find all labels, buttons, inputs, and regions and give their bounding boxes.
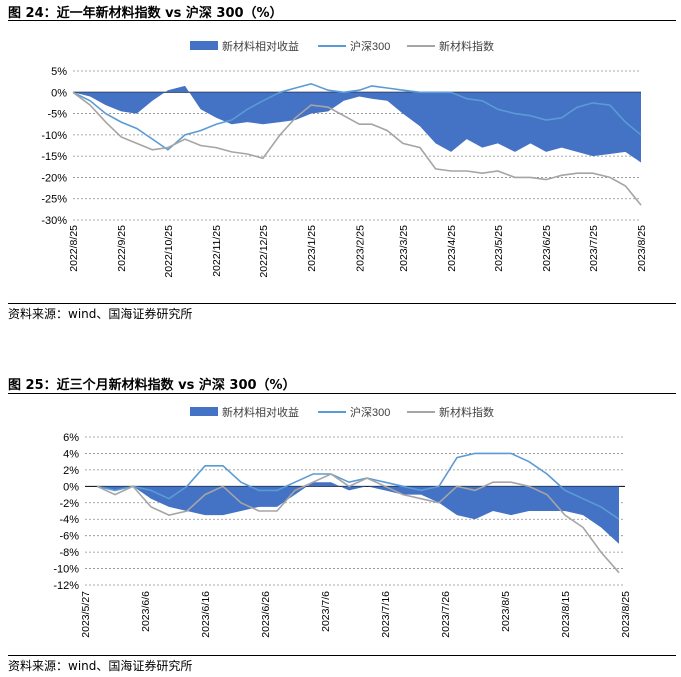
title-rule (8, 20, 676, 21)
x-tick-label: 2023/7/26 (440, 591, 452, 638)
y-tick-label: 2% (63, 465, 79, 477)
x-tick-label: 2023/8/5 (500, 591, 512, 632)
legend-label: 新材料相对收益 (222, 39, 299, 53)
x-tick-label: 2023/1/25 (306, 225, 318, 272)
x-tick-label: 2022/8/25 (68, 225, 80, 272)
chart-one-year: 新材料相对收益 沪深300 新材料指数 5% 0% -5% -10% -15% -20% -25%… (41, 39, 648, 278)
x-tick-label: 2023/8/25 (620, 591, 632, 638)
y-tick-label: -12% (53, 580, 79, 592)
x-tick-label: 2023/4/25 (446, 225, 458, 272)
y-tick-label: 0% (63, 481, 79, 493)
legend-label: 沪深300 (350, 405, 390, 419)
y-tick-label: -8% (59, 547, 79, 559)
x-tick-label: 2023/7/25 (588, 225, 600, 272)
series-line-hs300 (72, 82, 642, 151)
x-tick-label: 2023/2/25 (354, 225, 366, 272)
x-tick-label: 2023/7/6 (320, 591, 332, 632)
x-tick-label: 2022/9/25 (116, 225, 128, 272)
y-tick-label: 5% (51, 66, 67, 78)
series-line-index (72, 91, 642, 206)
legend-label: 新材料指数 (439, 39, 494, 53)
y-tick-label: 0% (51, 87, 67, 99)
y-tick-label: -6% (59, 531, 79, 543)
series-line-hs300 (96, 452, 620, 520)
y-tick-label: -4% (59, 514, 79, 526)
x-tick-label: 2023/8/25 (636, 225, 648, 272)
legend-label: 新材料指数 (439, 405, 494, 419)
source-rule (8, 655, 676, 656)
x-tick-label: 2023/7/16 (380, 591, 392, 638)
y-tick-label: -10% (53, 564, 79, 576)
legend-swatch-excess (190, 41, 218, 50)
y-tick-label: -5% (47, 109, 67, 121)
x-tick-label: 2023/5/25 (493, 225, 505, 272)
y-tick-label: -30% (41, 215, 67, 227)
x-tick-label: 2023/6/26 (260, 591, 272, 638)
series-area-excess (73, 85, 641, 163)
x-tick-label: 2023/8/15 (560, 591, 572, 638)
y-tick-label: 4% (63, 448, 79, 460)
title-rule (8, 393, 676, 394)
y-tick-label: -25% (41, 194, 67, 206)
legend-label: 新材料相对收益 (222, 405, 299, 419)
x-tick-label: 2022/11/25 (211, 225, 223, 277)
x-tick-label: 2023/6/25 (541, 225, 553, 272)
x-tick-label: 2023/3/25 (398, 225, 410, 272)
y-tick-label: 6% (63, 432, 79, 444)
x-tick-label: 2023/6/16 (200, 591, 212, 638)
chart-three-month: 新材料相对收益 沪深300 新材料指数 6% 4% 2% 0% -2% -4% -6% -8% -10… (53, 405, 632, 638)
figure-title: 图 25：近三个月新材料指数 vs 沪深 300（%） (8, 378, 296, 393)
x-tick-label: 2022/10/25 (163, 225, 175, 278)
x-tick-label: 2023/5/27 (80, 591, 92, 638)
x-tick-label: 2022/12/25 (258, 225, 270, 278)
legend-swatch-excess (190, 407, 218, 416)
series-area-excess (97, 482, 619, 544)
y-tick-label: -15% (41, 151, 67, 163)
y-tick-label: -20% (41, 172, 67, 184)
figure-title: 图 24：近一年新材料指数 vs 沪深 300（%） (8, 6, 283, 21)
series-line-index (96, 473, 620, 574)
y-tick-label: -2% (59, 498, 79, 510)
x-tick-label: 2023/6/6 (140, 591, 152, 632)
source-note: 资料来源：wind、国海证券研究所 (8, 659, 193, 673)
y-tick-label: -10% (41, 130, 67, 142)
legend-label: 沪深300 (350, 39, 390, 53)
source-note: 资料来源：wind、国海证券研究所 (8, 307, 193, 321)
source-rule (8, 303, 676, 304)
